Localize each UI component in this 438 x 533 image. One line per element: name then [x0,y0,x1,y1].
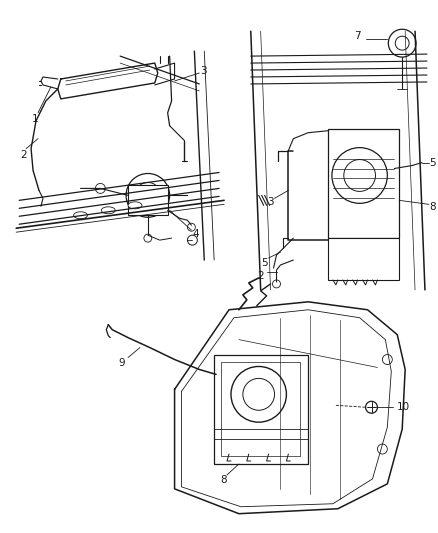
Bar [328,129,399,238]
Text: 2: 2 [258,271,264,281]
Circle shape [243,378,275,410]
Circle shape [95,183,105,193]
Bar [328,238,399,280]
Circle shape [344,159,375,191]
Circle shape [187,223,195,231]
Circle shape [135,182,161,208]
Text: 1: 1 [32,114,39,124]
Circle shape [366,401,378,413]
Bar [128,185,168,215]
Bar [214,354,308,464]
Text: 9: 9 [119,359,125,368]
Text: 3: 3 [200,66,207,76]
Text: 5: 5 [430,158,436,167]
Circle shape [231,367,286,422]
Ellipse shape [74,212,88,219]
Circle shape [272,280,280,288]
Text: 2: 2 [20,150,26,159]
Circle shape [395,36,409,50]
Ellipse shape [101,207,115,214]
Text: 8: 8 [220,475,226,485]
Ellipse shape [128,202,142,209]
Circle shape [332,148,387,203]
Text: 5: 5 [261,258,268,268]
Circle shape [389,29,416,57]
Circle shape [126,173,170,217]
Circle shape [382,354,392,365]
Text: 7: 7 [354,31,361,41]
Circle shape [187,235,198,245]
Circle shape [144,234,152,242]
Text: 4: 4 [192,229,199,239]
Text: 3: 3 [267,197,274,207]
Circle shape [378,444,387,454]
Bar [221,361,300,456]
Text: 8: 8 [430,203,436,212]
Text: 10: 10 [397,402,410,412]
